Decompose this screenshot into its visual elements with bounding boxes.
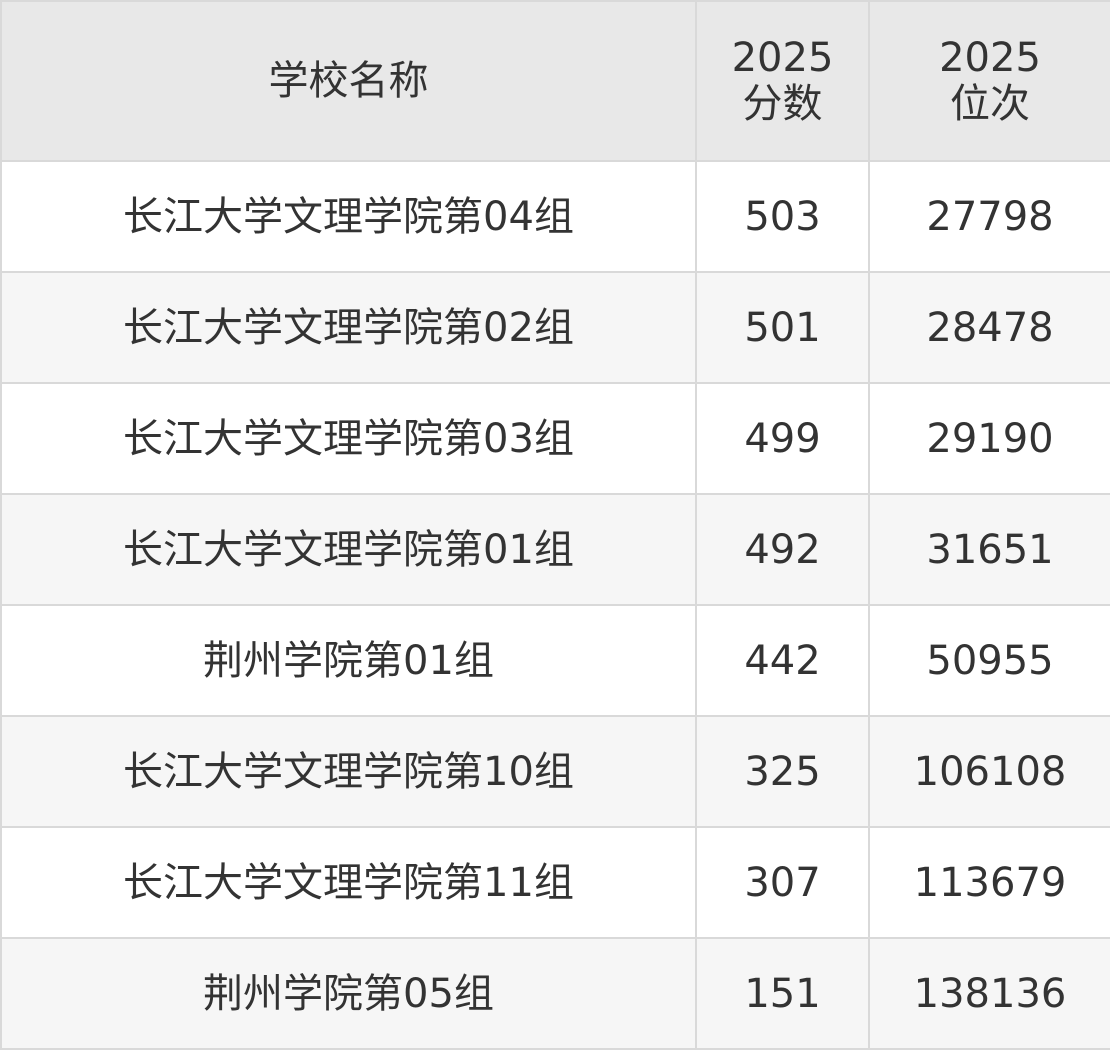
- cell-rank: 50955: [868, 604, 1110, 717]
- table-row: 荆州学院第01组 442 50955: [0, 604, 1110, 717]
- header-school-name: 学校名称: [0, 0, 697, 162]
- table-row: 长江大学文理学院第01组 492 31651: [0, 493, 1110, 606]
- cell-school-name: 长江大学文理学院第04组: [0, 160, 697, 273]
- cell-score: 501: [695, 271, 870, 384]
- table-header: 学校名称 2025 分数 2025 位次: [0, 0, 1110, 162]
- cell-rank: 28478: [868, 271, 1110, 384]
- table-row: 长江大学文理学院第03组 499 29190: [0, 382, 1110, 495]
- cell-rank: 27798: [868, 160, 1110, 273]
- header-score-label: 分数: [742, 81, 823, 127]
- cell-score: 442: [695, 604, 870, 717]
- cell-school-name: 长江大学文理学院第01组: [0, 493, 697, 606]
- table-row: 长江大学文理学院第02组 501 28478: [0, 271, 1110, 384]
- table-body: 长江大学文理学院第04组 503 27798 长江大学文理学院第02组 501 …: [0, 160, 1110, 1050]
- cell-school-name: 长江大学文理学院第02组: [0, 271, 697, 384]
- cell-school-name: 荆州学院第01组: [0, 604, 697, 717]
- header-score: 2025 分数: [695, 0, 870, 162]
- table-row: 长江大学文理学院第10组 325 106108: [0, 715, 1110, 828]
- cell-rank: 106108: [868, 715, 1110, 828]
- header-rank: 2025 位次: [868, 0, 1110, 162]
- cell-score: 499: [695, 382, 870, 495]
- cell-score: 307: [695, 826, 870, 939]
- header-row: 学校名称 2025 分数 2025 位次: [0, 0, 1110, 162]
- table-row: 荆州学院第05组 151 138136: [0, 937, 1110, 1050]
- cell-score: 151: [695, 937, 870, 1050]
- cell-rank: 31651: [868, 493, 1110, 606]
- cell-school-name: 荆州学院第05组: [0, 937, 697, 1050]
- table-row: 长江大学文理学院第04组 503 27798: [0, 160, 1110, 273]
- cell-rank: 29190: [868, 382, 1110, 495]
- cell-school-name: 长江大学文理学院第10组: [0, 715, 697, 828]
- header-rank-year: 2025: [939, 35, 1041, 81]
- header-rank-label: 位次: [950, 81, 1030, 127]
- cell-score: 503: [695, 160, 870, 273]
- header-score-year: 2025: [731, 35, 834, 81]
- cell-score: 492: [695, 493, 870, 606]
- table-row: 长江大学文理学院第11组 307 113679: [0, 826, 1110, 939]
- cell-rank: 138136: [868, 937, 1110, 1050]
- cell-school-name: 长江大学文理学院第03组: [0, 382, 697, 495]
- cell-score: 325: [695, 715, 870, 828]
- cell-rank: 113679: [868, 826, 1110, 939]
- cell-school-name: 长江大学文理学院第11组: [0, 826, 697, 939]
